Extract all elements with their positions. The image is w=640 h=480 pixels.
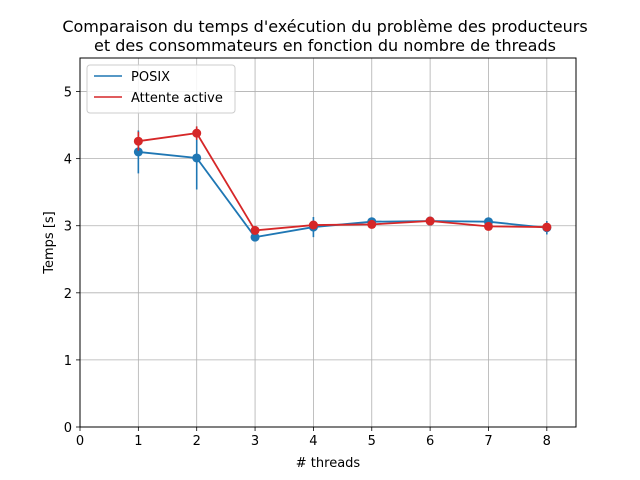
y-axis-label: Temps [s] <box>42 211 57 274</box>
x-tick-label: 8 <box>543 434 551 449</box>
x-tick-label: 1 <box>134 434 142 449</box>
y-tick-label: 0 <box>64 421 72 436</box>
data-point <box>250 232 260 242</box>
data-point <box>192 128 202 138</box>
legend-box <box>86 64 236 114</box>
data-point <box>367 219 377 229</box>
data-point <box>542 222 552 232</box>
y-tick-label: 1 <box>64 354 72 369</box>
x-tick-label: 0 <box>76 434 84 449</box>
x-tick-label: 4 <box>309 434 317 449</box>
x-axis-label: # threads <box>296 456 361 471</box>
axes-frame <box>79 57 577 428</box>
y-tick-label: 4 <box>64 153 72 168</box>
data-point <box>250 225 260 235</box>
data-point <box>483 221 493 231</box>
x-tick-label: 6 <box>426 434 434 449</box>
legend-entry: POSIX <box>131 70 170 85</box>
x-tick-label: 3 <box>251 434 259 449</box>
data-point <box>133 147 143 157</box>
data-point <box>308 220 318 230</box>
chart-title-line-1: Comparaison du temps d'exécution du prob… <box>62 17 588 36</box>
x-tick-label: 2 <box>193 434 201 449</box>
y-tick-label: 5 <box>64 86 72 101</box>
data-point <box>192 153 202 163</box>
x-tick-label: 5 <box>368 434 376 449</box>
data-point <box>425 216 435 226</box>
legend: POSIX Attente active <box>86 64 236 114</box>
series-line <box>138 132 547 232</box>
y-tick-label: 3 <box>64 220 72 235</box>
series-1 <box>133 126 552 235</box>
chart-title-line-2: et des consommateurs en fonction du nomb… <box>94 36 556 55</box>
legend-entry: Attente active <box>131 91 223 106</box>
x-tick-label: 7 <box>484 434 492 449</box>
y-tick-label: 2 <box>64 287 72 302</box>
data-point <box>133 136 143 146</box>
